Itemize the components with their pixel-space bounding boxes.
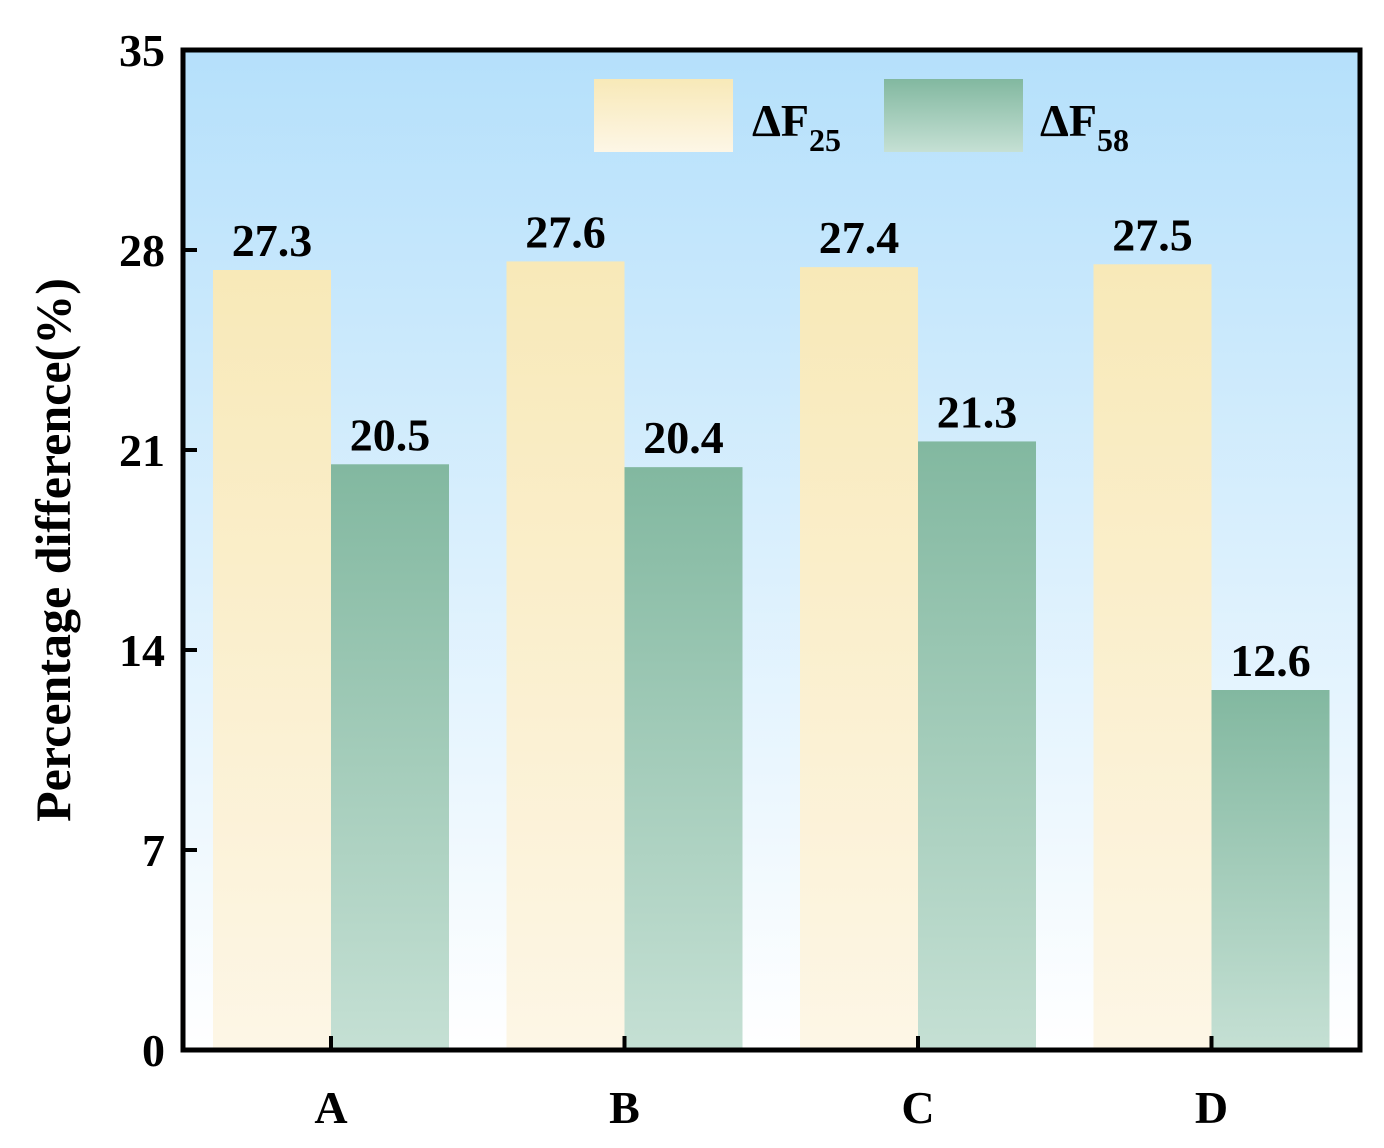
y-tick-label: 0	[142, 1025, 165, 1076]
bar-b-series-2	[624, 467, 743, 1051]
value-labels-layer: 27.3 20.5 27.6 20.4 27.4 21.3 27.5 12.6	[232, 206, 1311, 686]
legend-label-series-1: ΔF25	[752, 95, 841, 158]
bar-c-series-1	[800, 267, 918, 1051]
legend-label-series-2: ΔF58	[1040, 95, 1129, 158]
legend-swatch-series-1	[594, 79, 733, 152]
bar-a-series-2	[331, 464, 449, 1050]
legend: ΔF25 ΔF58	[594, 79, 1129, 158]
y-tick-label: 14	[119, 625, 165, 676]
x-tick-label: C	[901, 1082, 934, 1133]
y-tick-label: 35	[119, 25, 165, 76]
y-tick-label: 28	[119, 225, 165, 276]
value-label-d-series-1: 27.5	[1112, 209, 1193, 260]
bars-layer	[213, 261, 1330, 1051]
legend-swatch-series-2	[884, 79, 1023, 152]
plot-frame	[180, 47, 1363, 1053]
value-label-a-series-2: 20.5	[350, 409, 431, 460]
bar-d-series-2	[1211, 690, 1330, 1050]
bar-c-series-2	[918, 441, 1036, 1050]
value-label-a-series-1: 27.3	[232, 215, 313, 266]
y-axis: 0 7 14 21 28 35	[119, 25, 197, 1076]
value-label-c-series-2: 21.3	[937, 386, 1018, 437]
y-tick-label: 21	[119, 425, 165, 476]
y-tick-label: 7	[142, 825, 165, 876]
x-tick-label: D	[1195, 1082, 1228, 1133]
bar-a-series-1	[213, 270, 331, 1050]
bar-b-series-1	[506, 261, 625, 1050]
y-axis-title: Percentage difference(%)	[25, 278, 81, 822]
value-label-b-series-1: 27.6	[525, 206, 606, 257]
bar-d-series-1	[1093, 264, 1212, 1050]
x-tick-label: B	[609, 1082, 640, 1133]
x-tick-label: A	[314, 1082, 347, 1133]
value-label-b-series-2: 20.4	[643, 412, 724, 463]
value-label-d-series-2: 12.6	[1230, 635, 1311, 686]
x-axis: A B C D	[314, 1036, 1228, 1133]
value-label-c-series-1: 27.4	[819, 212, 900, 263]
